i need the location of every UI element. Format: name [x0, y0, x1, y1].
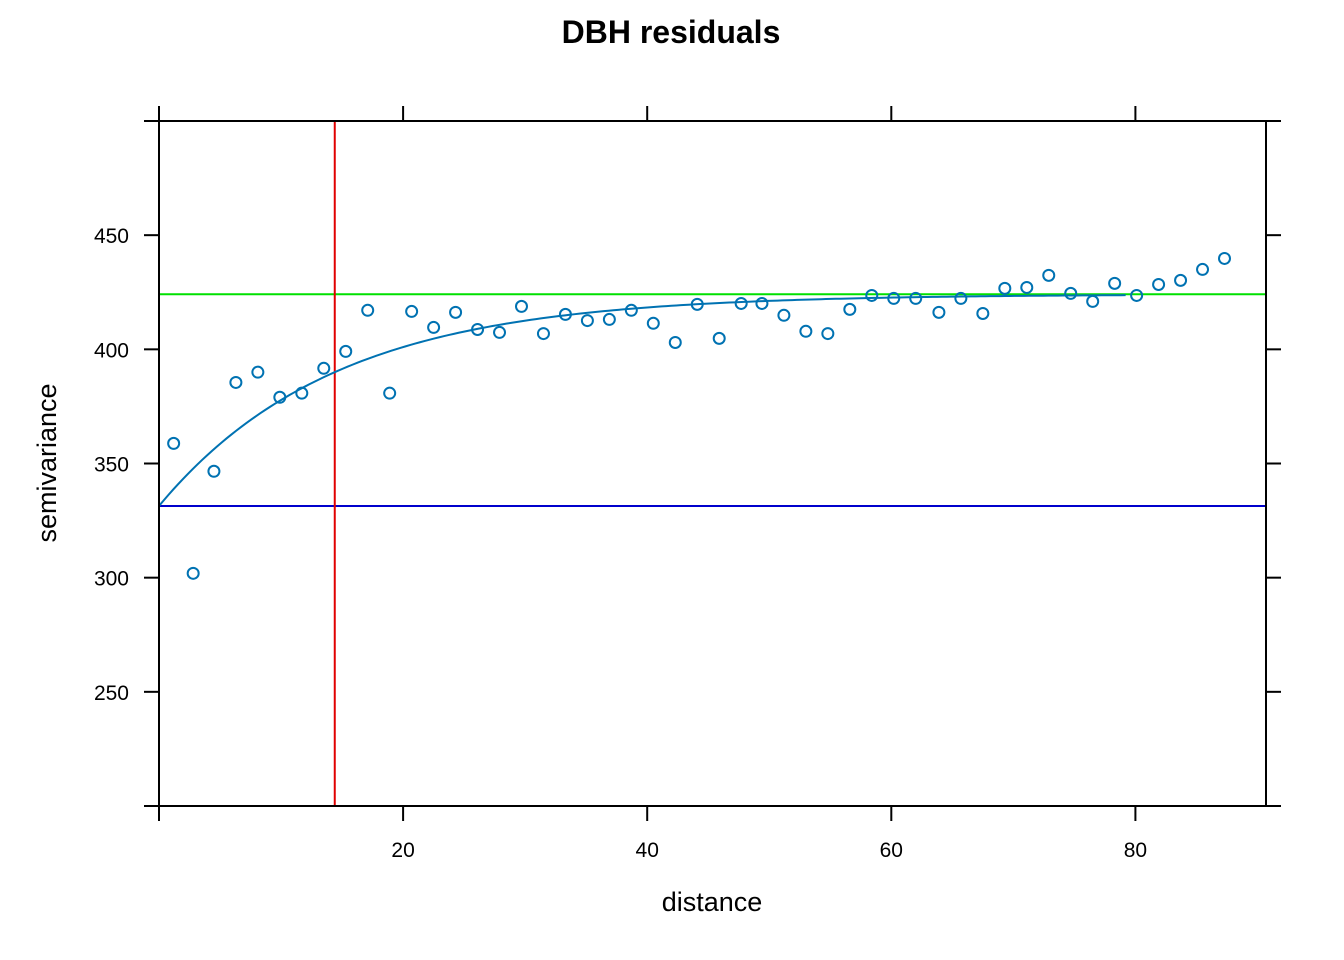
data-point	[624, 303, 638, 317]
x-tick-label: 80	[1124, 839, 1147, 862]
data-point	[799, 324, 813, 338]
data-point	[777, 308, 791, 322]
plot-content	[159, 121, 1266, 806]
data-point	[580, 314, 594, 328]
data-point	[865, 288, 879, 302]
data-point	[954, 291, 968, 305]
data-point	[251, 365, 265, 379]
data-point	[712, 331, 726, 345]
data-point	[821, 327, 835, 341]
data-point	[186, 566, 200, 580]
data-point	[1064, 286, 1078, 300]
data-point	[449, 305, 463, 319]
data-point	[1174, 273, 1188, 287]
data-point	[207, 464, 221, 478]
model-curve	[159, 294, 1126, 507]
data-point	[668, 335, 682, 349]
data-point	[167, 436, 181, 450]
data-point	[1042, 268, 1056, 282]
y-axis-label: semivariance	[32, 383, 62, 542]
data-point	[646, 316, 660, 330]
data-point	[1108, 276, 1122, 290]
data-point	[932, 305, 946, 319]
data-point	[909, 291, 923, 305]
y-tick-label: 450	[94, 225, 129, 248]
data-point	[1152, 277, 1166, 291]
x-tick-label: 40	[636, 839, 659, 862]
data-point	[339, 344, 353, 358]
data-point	[493, 325, 507, 339]
data-point	[734, 296, 748, 310]
data-point	[843, 302, 857, 316]
data-point	[427, 320, 441, 334]
y-tick-label: 300	[94, 568, 129, 591]
data-point	[887, 291, 901, 305]
plot-frame	[158, 120, 1267, 807]
y-tick-label: 400	[94, 339, 129, 362]
data-point	[514, 299, 528, 313]
data-point	[1130, 288, 1144, 302]
x-tick-label: 60	[880, 839, 903, 862]
data-point	[536, 327, 550, 341]
data-point	[976, 306, 990, 320]
data-point	[1196, 262, 1210, 276]
data-point	[998, 281, 1012, 295]
data-point	[361, 303, 375, 317]
data-point	[383, 386, 397, 400]
axes: 20 40 60 80 250 300 350 400 450	[94, 106, 1281, 862]
x-tick-label: 20	[391, 839, 414, 862]
y-tick-label: 250	[94, 682, 129, 705]
data-point	[273, 390, 287, 404]
data-point	[471, 322, 485, 336]
x-axis-label: distance	[662, 887, 763, 917]
data-point	[295, 386, 309, 400]
chart-title: DBH residuals	[562, 14, 781, 50]
data-point	[229, 375, 243, 389]
data-point	[602, 312, 616, 326]
data-point	[1020, 280, 1034, 294]
data-point	[755, 296, 769, 310]
data-point	[558, 307, 572, 321]
data-point	[1218, 251, 1232, 265]
data-point	[405, 304, 419, 318]
plot-area	[159, 121, 1266, 806]
data-point	[1086, 294, 1100, 308]
data-point	[317, 361, 331, 375]
y-tick-label: 350	[94, 454, 129, 477]
data-point	[690, 297, 704, 311]
